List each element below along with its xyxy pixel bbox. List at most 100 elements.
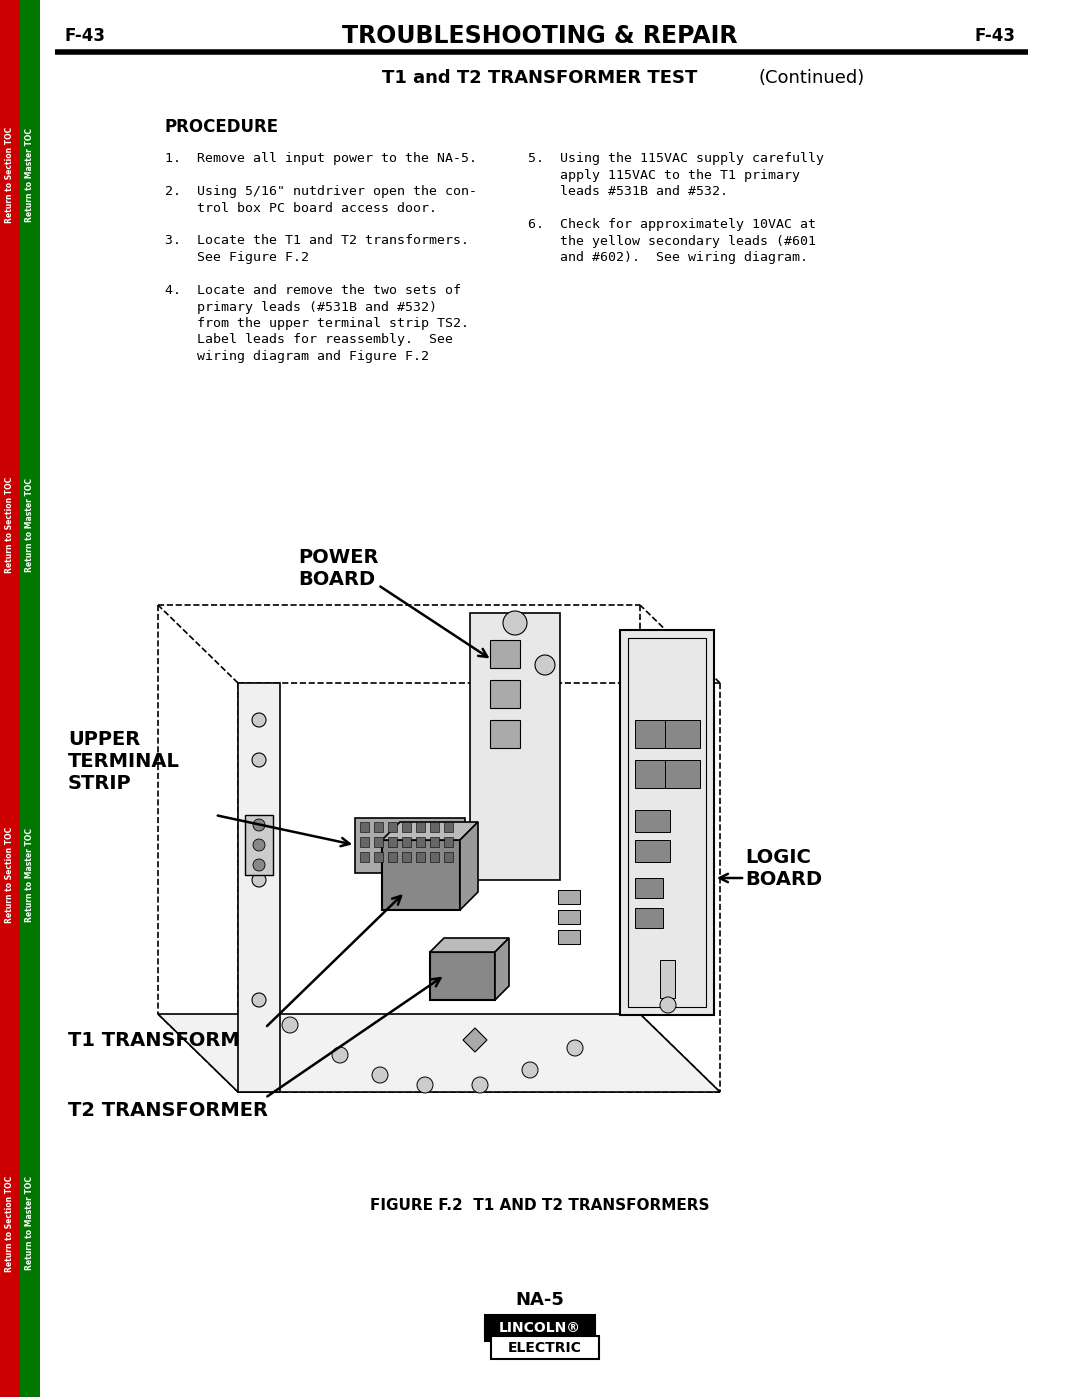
Circle shape <box>332 1046 348 1063</box>
Text: 3.  Locate the T1 and T2 transformers.: 3. Locate the T1 and T2 transformers. <box>165 235 469 247</box>
Polygon shape <box>490 640 519 668</box>
Bar <box>660 960 675 997</box>
Bar <box>444 852 453 862</box>
Circle shape <box>372 1067 388 1083</box>
Bar <box>444 837 453 847</box>
Bar <box>491 1336 599 1359</box>
Bar <box>430 951 495 1000</box>
Polygon shape <box>430 937 509 951</box>
Polygon shape <box>158 1014 720 1092</box>
Text: Return to Master TOC: Return to Master TOC <box>26 478 35 571</box>
Polygon shape <box>238 683 280 1092</box>
Text: Return to Master TOC: Return to Master TOC <box>26 1176 35 1270</box>
Bar <box>558 890 580 904</box>
Polygon shape <box>460 821 478 909</box>
Text: Return to Section TOC: Return to Section TOC <box>5 127 14 224</box>
Polygon shape <box>495 937 509 1000</box>
Bar <box>558 909 580 923</box>
Text: Return to Master TOC: Return to Master TOC <box>26 129 35 222</box>
Bar <box>558 930 580 944</box>
Bar <box>635 877 663 898</box>
Text: ELECTRIC: ELECTRIC <box>508 1341 582 1355</box>
Text: PROCEDURE: PROCEDURE <box>165 117 279 136</box>
Text: leads #531B and #532.: leads #531B and #532. <box>528 184 728 198</box>
Text: the yellow secondary leads (#601: the yellow secondary leads (#601 <box>528 235 816 247</box>
Bar <box>416 837 426 847</box>
Bar <box>360 821 369 833</box>
Circle shape <box>252 712 266 726</box>
Text: from the upper terminal strip TS2.: from the upper terminal strip TS2. <box>165 317 469 330</box>
Circle shape <box>417 1077 433 1092</box>
Circle shape <box>253 840 265 851</box>
Text: 2.  Using 5/16" nutdriver open the con-: 2. Using 5/16" nutdriver open the con- <box>165 184 477 198</box>
Polygon shape <box>463 1028 487 1052</box>
Bar <box>665 760 700 788</box>
Text: T1 TRANSFORMER: T1 TRANSFORMER <box>68 1031 268 1049</box>
Bar <box>665 719 700 747</box>
Text: Return to Section TOC: Return to Section TOC <box>5 476 14 573</box>
Text: POWER
BOARD: POWER BOARD <box>298 548 378 590</box>
Bar <box>402 837 411 847</box>
Bar <box>21 0 40 1397</box>
Text: T2 TRANSFORMER: T2 TRANSFORMER <box>68 1101 268 1119</box>
Bar <box>635 810 670 833</box>
Text: Return to Section TOC: Return to Section TOC <box>5 1175 14 1271</box>
Text: LINCOLN®: LINCOLN® <box>499 1322 581 1336</box>
Text: wiring diagram and Figure F.2: wiring diagram and Figure F.2 <box>165 351 429 363</box>
Bar <box>245 814 273 875</box>
Text: NA-5: NA-5 <box>515 1291 565 1309</box>
Text: TROUBLESHOOTING & REPAIR: TROUBLESHOOTING & REPAIR <box>342 24 738 47</box>
Text: F-43: F-43 <box>65 27 106 45</box>
Circle shape <box>567 1039 583 1056</box>
Text: Label leads for reassembly.  See: Label leads for reassembly. See <box>165 334 453 346</box>
Bar <box>355 819 465 873</box>
Bar <box>360 837 369 847</box>
Text: (Continued): (Continued) <box>759 68 865 87</box>
Circle shape <box>253 819 265 831</box>
Text: UPPER
TERMINAL
STRIP: UPPER TERMINAL STRIP <box>68 731 180 793</box>
Bar <box>416 821 426 833</box>
Polygon shape <box>470 613 561 880</box>
Bar <box>430 837 438 847</box>
Circle shape <box>252 873 266 887</box>
Circle shape <box>282 1017 298 1032</box>
Circle shape <box>660 997 676 1013</box>
Bar <box>444 821 453 833</box>
Circle shape <box>253 859 265 870</box>
Text: F-43: F-43 <box>974 27 1015 45</box>
Circle shape <box>252 993 266 1007</box>
Polygon shape <box>620 630 714 1016</box>
Bar <box>402 821 411 833</box>
Circle shape <box>522 1062 538 1078</box>
Bar <box>388 852 397 862</box>
Text: T1 and T2 TRANSFORMER TEST: T1 and T2 TRANSFORMER TEST <box>382 68 698 87</box>
Bar <box>635 840 670 862</box>
Bar <box>374 837 383 847</box>
Text: FIGURE F.2  T1 AND T2 TRANSFORMERS: FIGURE F.2 T1 AND T2 TRANSFORMERS <box>370 1197 710 1213</box>
Text: LOGIC
BOARD: LOGIC BOARD <box>745 848 822 888</box>
Text: 6.  Check for approximately 10VAC at: 6. Check for approximately 10VAC at <box>528 218 816 231</box>
Circle shape <box>503 610 527 636</box>
Bar <box>374 821 383 833</box>
Bar <box>430 852 438 862</box>
Text: 4.  Locate and remove the two sets of: 4. Locate and remove the two sets of <box>165 284 461 298</box>
Text: and #602).  See wiring diagram.: and #602). See wiring diagram. <box>528 251 808 264</box>
Text: primary leads (#531B and #532): primary leads (#531B and #532) <box>165 300 437 313</box>
Polygon shape <box>382 821 478 840</box>
Bar <box>360 852 369 862</box>
Text: apply 115VAC to the T1 primary: apply 115VAC to the T1 primary <box>528 169 800 182</box>
Bar <box>0 0 21 1397</box>
Bar <box>374 852 383 862</box>
Bar <box>635 760 670 788</box>
Text: See Figure F.2: See Figure F.2 <box>165 251 309 264</box>
Circle shape <box>535 655 555 675</box>
Polygon shape <box>490 680 519 708</box>
Bar <box>382 840 460 909</box>
Text: 1.  Remove all input power to the NA-5.: 1. Remove all input power to the NA-5. <box>165 152 477 165</box>
Bar <box>485 1315 595 1341</box>
Text: trol box PC board access door.: trol box PC board access door. <box>165 201 437 215</box>
Bar <box>635 719 670 747</box>
Bar <box>416 852 426 862</box>
Circle shape <box>472 1077 488 1092</box>
Text: 5.  Using the 115VAC supply carefully: 5. Using the 115VAC supply carefully <box>528 152 824 165</box>
